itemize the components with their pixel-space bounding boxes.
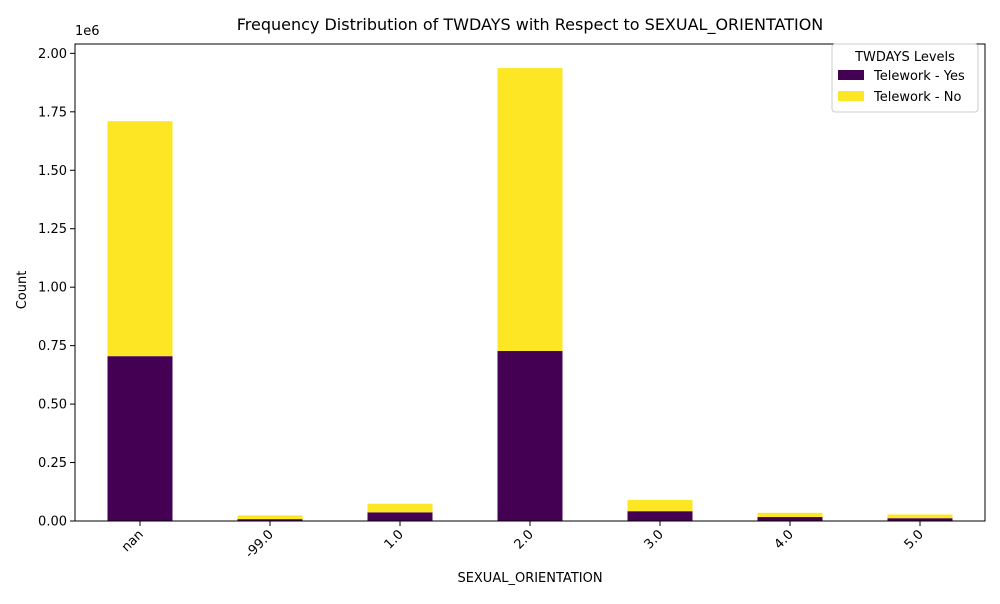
x-tick-label: nan	[119, 527, 147, 555]
legend-swatch-no	[838, 91, 864, 101]
y-ticks-layer: 0.00 0.25 0.50 0.75 1.00 1.25 1.50 1.75 2.00	[38, 47, 75, 530]
y-tick-label: 1.25	[38, 222, 67, 237]
bar-telework-no-3	[497, 68, 563, 352]
y-tick-label: 1.50	[38, 164, 67, 179]
bar-telework-no-0	[107, 121, 173, 357]
bar-telework-yes-0	[107, 356, 173, 521]
bar-telework-yes-6	[887, 518, 953, 521]
legend: TWDAYS Levels Telework - Yes Telework - …	[831, 43, 979, 113]
legend-title: TWDAYS Levels	[854, 50, 955, 65]
y-offset-label: 1e6	[75, 24, 100, 39]
bar-telework-yes-3	[497, 351, 563, 521]
y-tick-label: 2.00	[38, 47, 67, 62]
legend-label-yes: Telework - Yes	[873, 69, 965, 84]
y-tick-label: 0.25	[38, 456, 67, 471]
bar-telework-yes-1	[237, 519, 303, 521]
y-tick-label: 0.00	[38, 515, 67, 530]
bar-telework-yes-2	[367, 512, 433, 521]
legend-box	[831, 43, 979, 113]
legend-swatch-yes	[838, 70, 864, 80]
y-tick-label: 0.50	[38, 398, 67, 413]
bar-telework-no-4	[627, 499, 693, 512]
chart-title: Frequency Distribution of TWDAYS with Re…	[237, 15, 824, 35]
bar-telework-no-1	[237, 515, 303, 520]
x-tick-label: 4.0	[772, 527, 797, 552]
bar-telework-yes-5	[757, 517, 823, 521]
x-ticks-layer: nan -99.0 1.0 2.0 3.0 4.0 5.0	[119, 521, 927, 562]
legend-label-no: Telework - No	[873, 90, 961, 105]
y-tick-label: 1.00	[38, 281, 67, 296]
plot-frame	[74, 43, 986, 522]
bar-telework-no-5	[757, 512, 823, 518]
bar-telework-no-2	[367, 503, 433, 513]
bar-telework-no-6	[887, 514, 953, 519]
x-axis-label: SEXUAL_ORIENTATION	[457, 571, 602, 586]
y-tick-label: 0.75	[38, 339, 67, 354]
x-tick-label: -99.0	[242, 527, 276, 561]
x-tick-label: 3.0	[642, 527, 667, 552]
x-tick-label: 1.0	[382, 527, 407, 552]
x-tick-label: 5.0	[902, 527, 927, 552]
bars-layer	[107, 68, 953, 521]
bar-telework-yes-4	[627, 511, 693, 521]
y-axis-label: Count	[15, 271, 30, 310]
y-tick-label: 1.75	[38, 105, 67, 120]
x-tick-label: 2.0	[512, 527, 537, 552]
